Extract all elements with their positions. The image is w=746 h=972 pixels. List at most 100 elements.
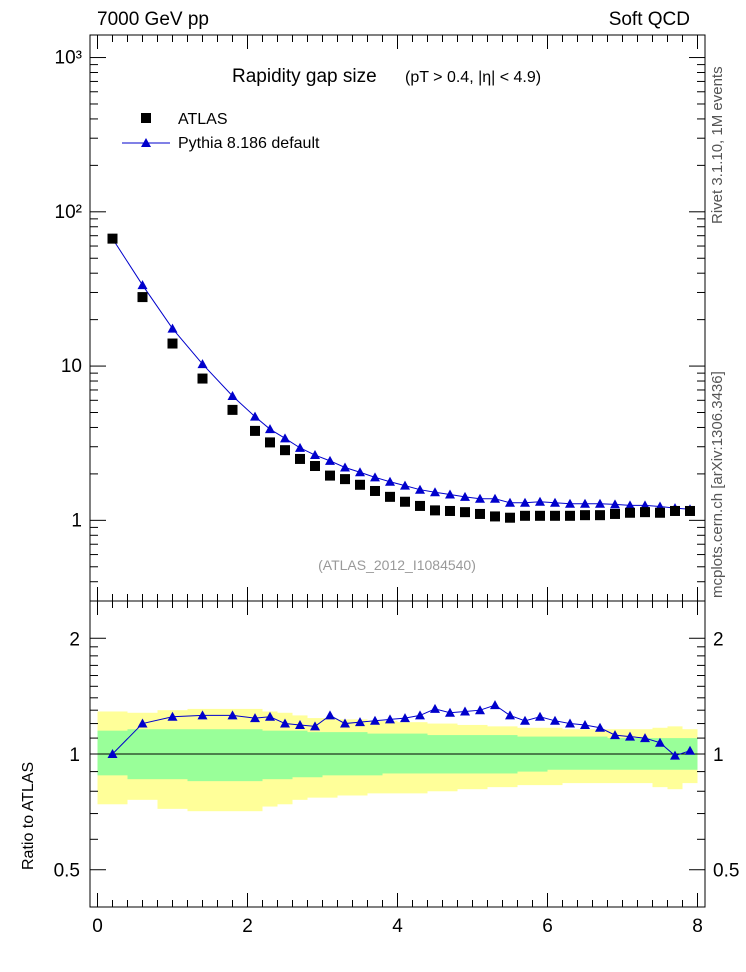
ratio-y-tick-label-right: 1 [713, 745, 724, 766]
y-tick-label: 10³ [55, 48, 82, 69]
uncertainty-band-inner [307, 732, 323, 778]
atlas-point [370, 485, 380, 496]
atlas-point [107, 233, 118, 244]
pythia-point [325, 455, 335, 465]
atlas-point [640, 507, 650, 518]
ratio-pythia-point [685, 745, 695, 755]
x-tick-label: 4 [392, 916, 403, 937]
pythia-point [430, 487, 440, 497]
legend-atlas-label: ATLAS [178, 111, 228, 128]
ratio-pythia-point [580, 719, 590, 729]
ratio-pythia-point [400, 713, 410, 723]
chart-title: Rapidity gap size [232, 66, 377, 87]
y-tick-label: 10² [55, 202, 82, 223]
ratio-pythia-point [610, 730, 620, 740]
ratio-pythia-point [670, 750, 680, 760]
ratio-pythia-point [355, 717, 365, 727]
ratio-pythia-point [490, 700, 500, 710]
atlas-point [460, 507, 470, 518]
atlas-point [535, 510, 545, 521]
ratio-y-tick-label: 2 [69, 629, 80, 650]
pythia-point [445, 489, 455, 499]
pythia-point [595, 498, 605, 508]
x-tick-label: 8 [692, 916, 703, 937]
pythia-point [385, 476, 395, 486]
ratio-pythia-point [295, 719, 305, 729]
ratio-pythia-point [520, 715, 530, 725]
ratio-y-tick-label: 0.5 [54, 861, 80, 882]
atlas-point [310, 461, 320, 472]
atlas-point [325, 470, 335, 481]
uncertainty-band-inner [277, 730, 293, 780]
atlas-point [655, 507, 665, 518]
pythia-point [310, 450, 320, 460]
atlas-point [550, 510, 560, 521]
ratio-pythia-point [505, 710, 515, 720]
ratio-pythia-point [167, 711, 178, 721]
pythia-point [227, 390, 238, 400]
atlas-point [340, 474, 350, 485]
atlas-point [137, 292, 148, 303]
atlas-point [197, 373, 208, 384]
pythia-point [565, 498, 575, 508]
ratio-pythia-point [535, 711, 545, 721]
pythia-point [265, 424, 275, 434]
ratio-pythia-point [310, 721, 320, 731]
pythia-point [370, 472, 380, 482]
atlas-point [400, 496, 410, 507]
ratio-pythia-point [445, 707, 455, 717]
uncertainty-band-inner [262, 730, 278, 780]
atlas-point [167, 338, 178, 349]
pythia-point [280, 433, 290, 443]
atlas-point [227, 404, 238, 415]
ratio-y-tick-label: 1 [69, 745, 80, 766]
y-tick-label: 10 [61, 356, 82, 377]
legend-atlas-marker [141, 113, 151, 123]
pythia-point [415, 484, 425, 494]
header-right: Soft QCD [608, 9, 690, 30]
pythia-point [197, 359, 208, 369]
pythia-point [535, 496, 545, 506]
uncertainty-band-inner [547, 736, 563, 770]
x-tick-label: 6 [542, 916, 553, 937]
ratio-pythia-point [227, 710, 238, 720]
ratio-pythia-point [137, 718, 148, 728]
pythia-point [610, 499, 620, 509]
pythia-point [550, 497, 560, 507]
pythia-point [625, 500, 635, 510]
atlas-point [475, 508, 485, 519]
pythia-point [520, 497, 530, 507]
ratio-pythia-point [430, 703, 440, 713]
atlas-point [445, 505, 455, 516]
ratio-y-tick-label-right: 0.5 [713, 861, 739, 882]
atlas-point [580, 510, 590, 521]
header-left: 7000 GeV pp [97, 9, 209, 30]
pythia-point [475, 493, 485, 503]
ratio-pythia-point [655, 737, 665, 747]
atlas-point [250, 425, 260, 436]
atlas-point [430, 505, 440, 516]
ratio-pythia-point [265, 711, 275, 721]
pythia-point [460, 491, 470, 501]
atlas-point [280, 445, 290, 456]
uncertainty-band-inner [187, 729, 218, 782]
atlas-point [355, 479, 365, 490]
pythia-point [295, 442, 305, 452]
atlas-point [505, 512, 515, 523]
ratio-y-tick-label-right: 2 [713, 629, 724, 650]
ratio-pythia-point [250, 713, 260, 723]
ratio-pythia-point [197, 710, 208, 720]
ratio-pythia-point [460, 706, 470, 716]
atlas-point [565, 510, 575, 521]
pythia-point [137, 280, 148, 290]
atlas-point [490, 511, 500, 522]
uncertainty-band-inner [562, 736, 578, 770]
ratio-pythia-point [415, 710, 425, 720]
pythia-point [505, 497, 515, 507]
pythia-point [640, 500, 650, 510]
pythia-point [490, 493, 500, 503]
ratio-pythia-point [595, 722, 605, 732]
pythia-point [250, 411, 260, 421]
uncertainty-band-inner [577, 736, 593, 770]
